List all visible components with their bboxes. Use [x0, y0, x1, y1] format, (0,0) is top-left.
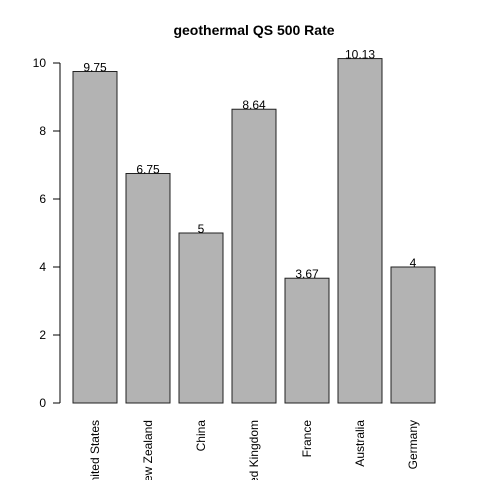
category-label: China [194, 420, 208, 452]
category-label: United Kingdom [247, 420, 261, 480]
y-tick-label: 0 [39, 396, 46, 410]
data-label: 4 [410, 256, 417, 270]
bar [125, 173, 171, 404]
bar [337, 58, 383, 404]
bar [178, 232, 224, 404]
data-label: 10.13 [345, 48, 375, 62]
category-label: New Zealand [141, 420, 155, 480]
data-label: 6.75 [136, 163, 160, 177]
bar [72, 71, 118, 404]
y-tick-label: 2 [39, 328, 46, 342]
bar [284, 277, 330, 404]
data-labels: 9.75 6.75 5 8.64 3.67 10.13 4 [83, 48, 416, 282]
data-label: 3.67 [295, 267, 319, 281]
y-tick-label: 10 [33, 56, 47, 70]
data-label: 8.64 [242, 98, 266, 112]
bar [231, 108, 277, 404]
y-tick-label: 8 [39, 124, 46, 138]
data-label: 5 [198, 222, 205, 236]
category-label: United States [88, 420, 102, 480]
y-axis: 0 2 4 6 8 10 [33, 56, 61, 410]
category-label: Australia [353, 420, 367, 467]
y-tick-label: 4 [39, 260, 46, 274]
bar [390, 266, 436, 404]
y-tick-label: 6 [39, 192, 46, 206]
chart-title: geothermal QS 500 Rate [173, 22, 334, 38]
bars [72, 58, 436, 404]
data-label: 9.75 [83, 61, 107, 75]
category-label: Germany [406, 420, 420, 469]
category-labels: United States New Zealand China United King… [88, 420, 420, 480]
category-label: France [300, 420, 314, 458]
